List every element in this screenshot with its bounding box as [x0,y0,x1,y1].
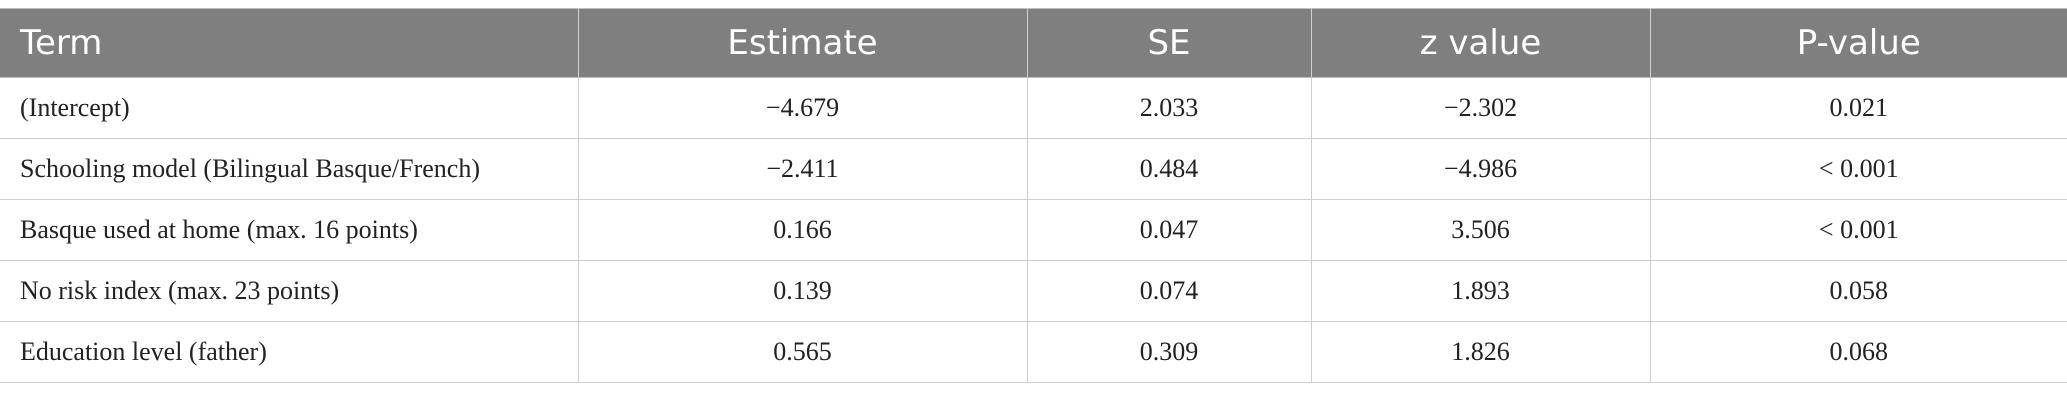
cell-term: (Intercept) [0,77,579,139]
cell-se: 0.484 [1027,138,1312,200]
cell-p-value: < 0.001 [1650,138,2067,200]
table-row: Basque used at home (max. 16 points) 0.1… [0,199,2067,261]
cell-z-value: 1.893 [1311,260,1651,322]
cell-estimate: 0.565 [578,321,1028,383]
cell-term: Education level (father) [0,321,579,383]
header-estimate: Estimate [578,8,1028,78]
cell-se: 0.047 [1027,199,1312,261]
table-row: Education level (father) 0.565 0.309 1.8… [0,321,2067,383]
header-term: Term [0,8,579,78]
cell-term: No risk index (max. 23 points) [0,260,579,322]
table-row: (Intercept) −4.679 2.033 −2.302 0.021 [0,77,2067,139]
cell-z-value: 1.826 [1311,321,1651,383]
header-se: SE [1027,8,1312,78]
cell-se: 0.309 [1027,321,1312,383]
cell-z-value: −4.986 [1311,138,1651,200]
cell-estimate: 0.139 [578,260,1028,322]
table-row: No risk index (max. 23 points) 0.139 0.0… [0,260,2067,322]
cell-p-value: < 0.001 [1650,199,2067,261]
cell-z-value: 3.506 [1311,199,1651,261]
cell-se: 0.074 [1027,260,1312,322]
header-row: Term Estimate SE z value P-value [0,8,2067,78]
cell-term: Basque used at home (max. 16 points) [0,199,579,261]
cell-estimate: −4.679 [578,77,1028,139]
cell-p-value: 0.021 [1650,77,2067,139]
cell-estimate: −2.411 [578,138,1028,200]
header-p-value: P-value [1650,8,2067,78]
table-row: Schooling model (Bilingual Basque/French… [0,138,2067,200]
cell-estimate: 0.166 [578,199,1028,261]
cell-term: Schooling model (Bilingual Basque/French… [0,138,579,200]
regression-table: Term Estimate SE z value P-value (Interc… [0,8,2067,383]
cell-z-value: −2.302 [1311,77,1651,139]
table-container: Term Estimate SE z value P-value (Interc… [0,8,2067,383]
cell-p-value: 0.068 [1650,321,2067,383]
cell-se: 2.033 [1027,77,1312,139]
cell-p-value: 0.058 [1650,260,2067,322]
header-z-value: z value [1311,8,1651,78]
